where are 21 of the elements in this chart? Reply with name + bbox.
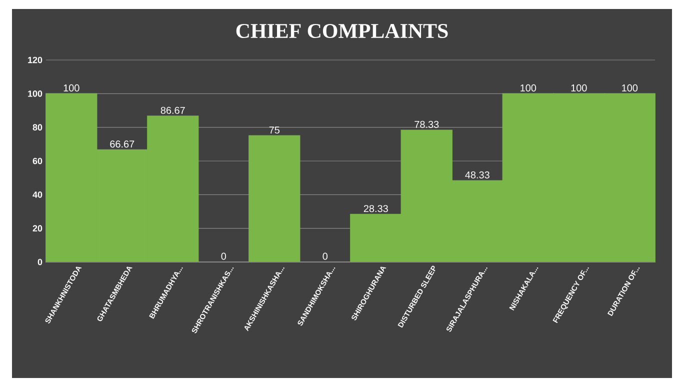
bar [248, 135, 300, 262]
data-label: 100 [520, 84, 536, 92]
chart-title: CHIEF COMPLAINTS [236, 24, 448, 38]
data-label: 66.67 [110, 140, 134, 148]
y-tick-label: 20 [32, 225, 42, 232]
data-label: 86.67 [160, 106, 185, 114]
y-tick-label: 0 [38, 258, 42, 266]
data-label: 78.33 [414, 120, 439, 128]
data-label: 100 [571, 84, 587, 92]
y-tick-label: 80 [32, 124, 42, 131]
data-label: 75 [269, 126, 280, 134]
data-label: 48.33 [465, 171, 490, 178]
data-label: 100 [622, 84, 638, 92]
data-label: 28.33 [364, 205, 388, 212]
y-tick-label: 100 [28, 90, 42, 97]
data-label: 100 [64, 84, 80, 92]
data-label: 0 [322, 252, 328, 260]
y-tick-label: 40 [32, 191, 42, 198]
y-tick-label: 60 [32, 158, 42, 164]
data-label: 0 [221, 252, 226, 260]
y-tick-label: 120 [28, 56, 42, 64]
